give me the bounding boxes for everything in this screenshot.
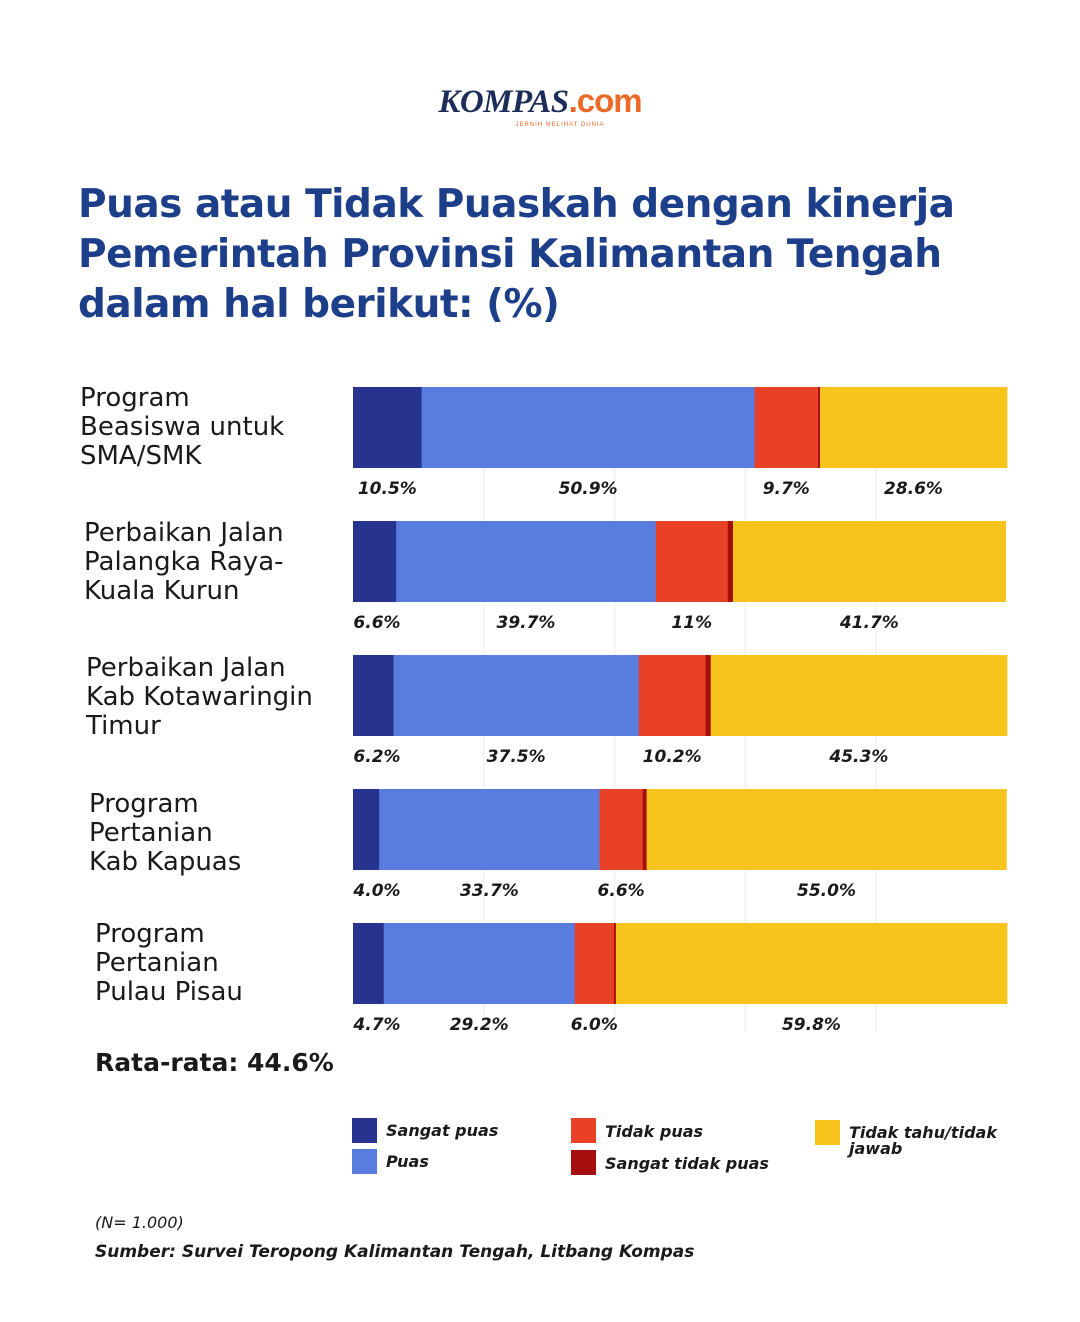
- category-label-line: Pertanian: [95, 948, 219, 978]
- average-value: Rata-rata: 44.6%: [95, 1048, 334, 1077]
- data-label-tidak-puas: 6.6%: [598, 881, 645, 901]
- data-label-tidak-tahu: 28.6%: [884, 479, 943, 499]
- bar-segment-tidak-tahu: [615, 923, 1008, 1004]
- data-label-sangat-puas: 6.2%: [353, 747, 400, 767]
- bar-segment-sangat-puas: [353, 521, 397, 602]
- category-label-line: Program: [80, 383, 190, 413]
- bar-segment-tidak-tahu: [819, 387, 1008, 468]
- bar-segment-tidak-tahu: [710, 655, 1008, 736]
- data-label-puas: 37.5%: [487, 747, 546, 767]
- data-label-tidak-tahu: 41.7%: [839, 613, 899, 633]
- category-label-line: Beasiswa untuk: [80, 412, 285, 442]
- bar-segment-sangat-puas: [353, 923, 385, 1004]
- chart-title: Puas atau Tidak Puaskah dengan kinerja P…: [78, 180, 1038, 330]
- category-label-jalan-palangka-raya: Perbaikan Jalan Palangka Raya- Kuala Kur…: [84, 519, 284, 606]
- legend-swatch: [352, 1149, 377, 1174]
- data-label-puas: 29.2%: [450, 1015, 509, 1035]
- data-label-sangat-puas: 10.5%: [358, 479, 417, 499]
- category-label-jalan-kotawaringin: Perbaikan Jalan Kab Kotawaringin Timur: [86, 654, 313, 741]
- bar-segment-puas: [383, 923, 576, 1004]
- bar-segment-sangat-tidak-puas: [613, 923, 617, 1004]
- bar-segment-sangat-tidak-puas: [817, 387, 821, 468]
- category-label-line: Pulau Pisau: [95, 977, 243, 1007]
- category-label-line: Program: [95, 919, 205, 949]
- data-label-puas: 33.7%: [460, 881, 519, 901]
- legend-label: Sangat puas: [386, 1121, 499, 1140]
- data-label-puas: 50.9%: [559, 479, 618, 499]
- legend-label-line: Tidak tahu/tidak: [849, 1123, 997, 1142]
- data-label-sangat-puas: 6.6%: [353, 613, 400, 633]
- data-label-tidak-tahu: 55.0%: [797, 881, 856, 901]
- bar-segment-puas: [396, 521, 657, 602]
- logo-wordmark: KOMPAS.com: [438, 82, 643, 121]
- category-label-line: Program: [89, 789, 199, 819]
- data-label-tidak-puas: 6.0%: [571, 1015, 618, 1035]
- bar-segment-tidak-puas: [599, 789, 644, 870]
- category-label-line: Timur: [86, 711, 161, 741]
- legend-label-line: jawab: [849, 1139, 903, 1158]
- legend-swatch: [352, 1118, 377, 1143]
- legend-swatch: [571, 1150, 596, 1175]
- bar-segment-tidak-puas: [754, 387, 819, 468]
- category-label-pertanian-kapuas: Program Pertanian Kab Kapuas: [89, 790, 241, 877]
- category-label-line: Kuala Kurun: [84, 576, 240, 606]
- bar-segment-sangat-puas: [353, 789, 380, 870]
- bar-segment-tidak-puas: [638, 655, 706, 736]
- legend-swatch: [571, 1118, 596, 1143]
- bar-segment-sangat-tidak-puas: [705, 655, 712, 736]
- sample-size-note: (N= 1.000): [95, 1213, 184, 1232]
- legend-label: Tidak tahu/tidak jawab: [849, 1125, 1019, 1157]
- chart-title-line: Puas atau Tidak Puaskah dengan kinerja: [78, 182, 955, 227]
- bar-segment-sangat-tidak-puas: [727, 521, 734, 602]
- bar-segment-sangat-puas: [353, 655, 394, 736]
- category-label-line: Palangka Raya-: [84, 547, 284, 577]
- bar-segment-sangat-puas: [353, 387, 423, 468]
- category-label-line: Perbaikan Jalan: [84, 518, 284, 548]
- bar-segment-puas: [421, 387, 755, 468]
- brand-logo: KOMPAS.com JERNIH MELIHAT DUNIA: [0, 82, 1080, 128]
- category-label-pertanian-pulau-pisau: Program Pertanian Pulau Pisau: [95, 920, 243, 1007]
- bar-segment-tidak-tahu: [732, 521, 1007, 602]
- bar-segment-sangat-tidak-puas: [642, 789, 648, 870]
- category-label-line: Pertanian: [89, 818, 213, 848]
- category-label-line: SMA/SMK: [80, 441, 202, 471]
- legend-label: Sangat tidak puas: [605, 1154, 769, 1173]
- data-label-sangat-puas: 4.7%: [352, 1015, 400, 1035]
- category-label-line: Perbaikan Jalan: [86, 653, 286, 683]
- source-note: Sumber: Survei Teropong Kalimantan Tenga…: [95, 1242, 695, 1262]
- data-label-tidak-tahu: 45.3%: [828, 747, 888, 767]
- bar-segment-tidak-tahu: [646, 789, 1007, 870]
- data-label-tidak-puas: 9.7%: [763, 479, 810, 499]
- data-label-tidak-tahu: 59.8%: [782, 1015, 841, 1035]
- data-label-tidak-puas: 10.2%: [643, 747, 702, 767]
- bar-segment-puas: [379, 789, 600, 870]
- category-label-beasiswa: Program Beasiswa untuk SMA/SMK: [80, 384, 284, 471]
- chart-title-line: dalam hal berikut: (%): [78, 282, 560, 327]
- bar-segment-tidak-puas: [655, 521, 729, 602]
- data-label-tidak-puas: 11%: [671, 613, 712, 633]
- logo-name: KOMPAS: [438, 84, 569, 120]
- data-label-puas: 39.7%: [496, 613, 555, 633]
- data-label-sangat-puas: 4.0%: [352, 881, 400, 901]
- chart-title-line: Pemerintah Provinsi Kalimantan Tengah: [78, 232, 942, 277]
- bar-segment-tidak-puas: [574, 923, 615, 1004]
- category-label-line: Kab Kotawaringin: [86, 682, 313, 712]
- category-label-line: Kab Kapuas: [89, 847, 242, 877]
- legend-label: Tidak puas: [605, 1122, 704, 1141]
- legend-label: Puas: [386, 1152, 429, 1171]
- logo-tagline: JERNIH MELIHAT DUNIA: [515, 122, 605, 128]
- bar-segment-puas: [393, 655, 640, 736]
- logo-suffix: .com: [568, 82, 643, 119]
- legend-swatch: [815, 1120, 840, 1145]
